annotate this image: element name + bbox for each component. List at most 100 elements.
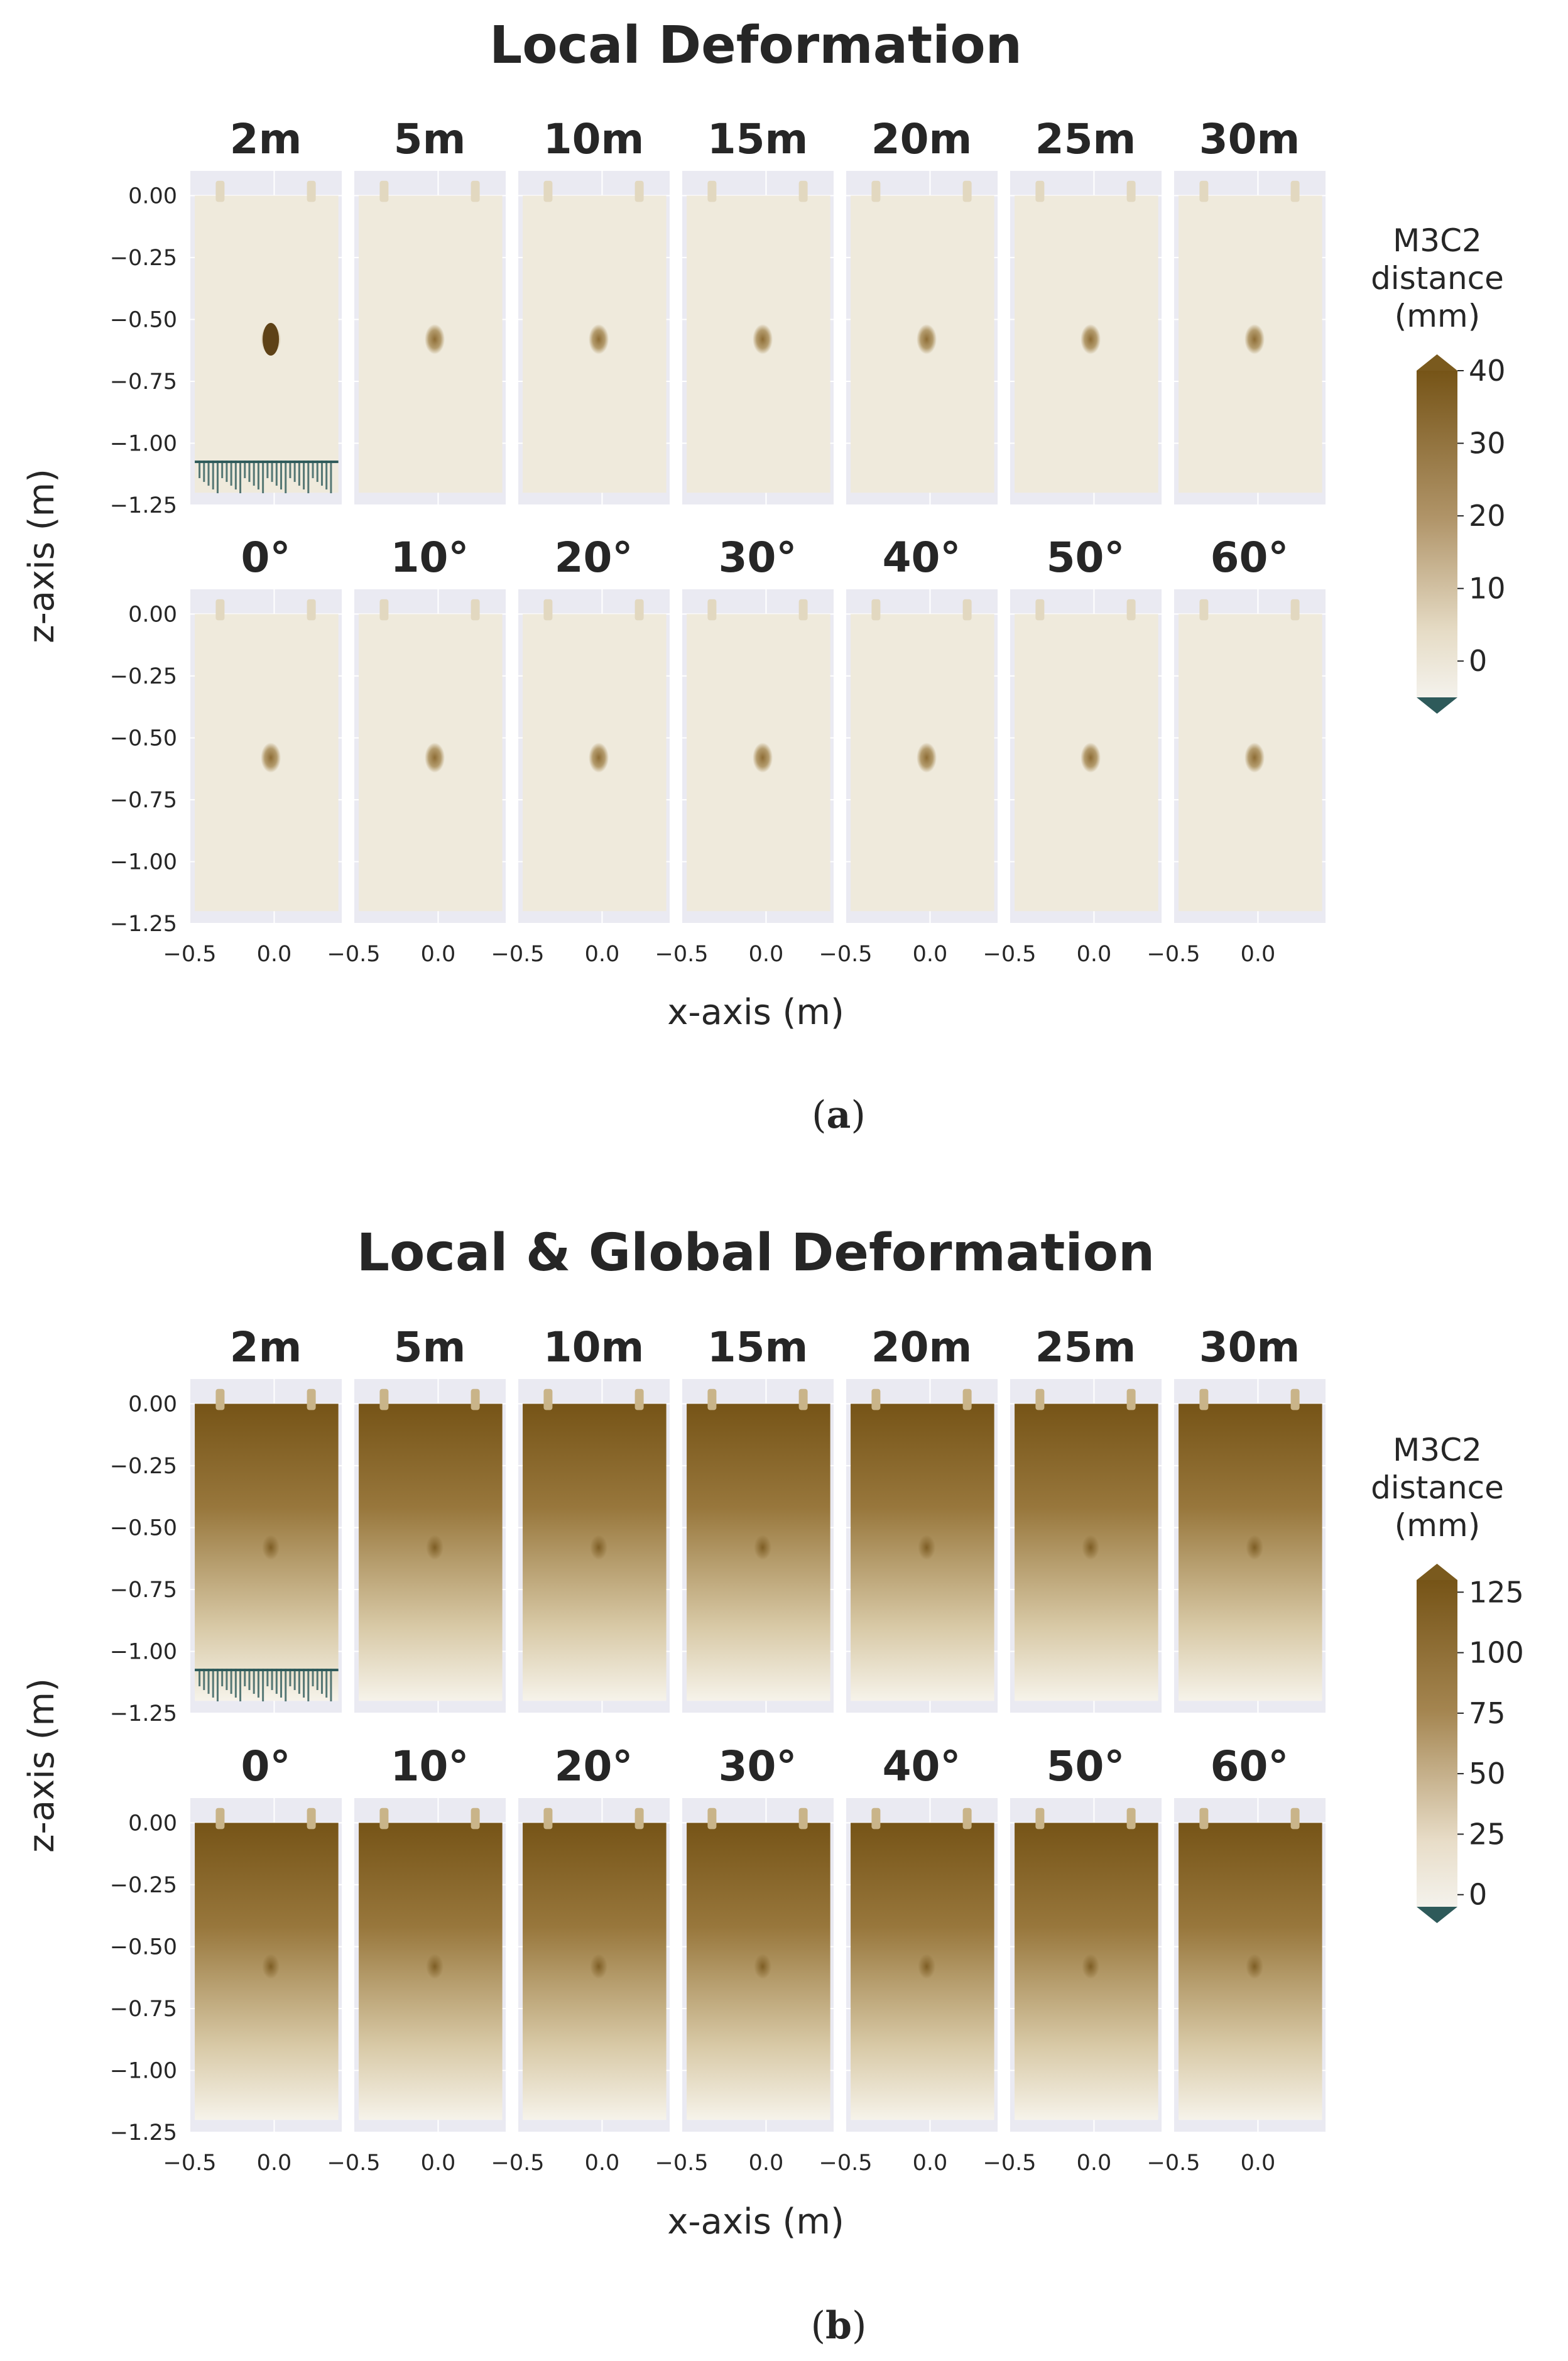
mount-bracket xyxy=(1199,180,1209,202)
subplot-title: 0° xyxy=(241,1742,291,1791)
mount-bracket xyxy=(543,180,553,202)
subplot-grid-a: 2m 0.00 −0.25 −0.50 −0.75 −1.00 −1.25 5m 10m 15m 2… xyxy=(110,115,1326,967)
x-tick-label: 0.0 xyxy=(1241,2151,1276,2176)
x-tick-label: −0.5 xyxy=(491,942,545,967)
noise-band xyxy=(244,1669,246,1687)
subplot-title: 50° xyxy=(1047,1742,1125,1791)
noise-band xyxy=(226,461,228,483)
noise-band xyxy=(216,1669,219,1702)
subplot-a-1-6: 60° −0.5 0.0 xyxy=(1147,533,1326,967)
mount-bracket xyxy=(307,1808,316,1829)
noise-band xyxy=(199,461,201,479)
subplot-a-1-5: 50° −0.5 0.0 xyxy=(983,533,1162,967)
noise-band xyxy=(330,461,332,494)
mount-bracket xyxy=(307,1388,316,1410)
deformation-spot xyxy=(426,1953,444,1979)
colorbar-extend-max xyxy=(1417,354,1457,371)
subplot-a-1-1: 10° −0.5 0.0 xyxy=(327,533,506,967)
mount-bracket xyxy=(798,1388,808,1410)
x-tick-label: 0.0 xyxy=(585,2151,620,2176)
noise-band xyxy=(303,461,305,490)
deformation-spot xyxy=(262,1534,280,1560)
colorbar-tick-label: 20 xyxy=(1469,499,1506,533)
noise-band xyxy=(271,1669,273,1691)
x-tick-label: 0.0 xyxy=(421,942,456,967)
deformation-spot xyxy=(590,1953,608,1979)
noise-band xyxy=(266,461,269,479)
mount-bracket xyxy=(634,599,644,621)
deformation-spot xyxy=(754,1953,772,1979)
deformation-spot xyxy=(590,1534,608,1560)
subplot-b-1-2: 20° −0.5 0.0 xyxy=(491,1742,670,2176)
noise-band xyxy=(230,461,232,486)
mount-bracket xyxy=(1035,1388,1045,1410)
y-axis-label-a: z-axis (m) xyxy=(21,469,62,643)
mount-bracket xyxy=(1290,1808,1300,1829)
mount-bracket xyxy=(962,1388,972,1410)
colorbar-title: (mm) xyxy=(1395,298,1480,334)
subplot-a-1-2: 20° −0.5 0.0 xyxy=(491,533,670,967)
y-tick-label: −0.75 xyxy=(110,1997,177,2022)
noise-band xyxy=(216,461,219,494)
x-tick-label: −0.5 xyxy=(327,2151,381,2176)
mount-bracket xyxy=(1126,1808,1136,1829)
mount-bracket xyxy=(962,1808,972,1829)
x-tick-label: 0.0 xyxy=(1077,2151,1112,2176)
mount-bracket xyxy=(1126,1388,1136,1410)
mount-bracket xyxy=(798,180,808,202)
mount-bracket xyxy=(1199,1388,1209,1410)
mount-bracket xyxy=(471,1388,480,1410)
colorbar-tick-label: 75 xyxy=(1469,1696,1506,1730)
y-tick-label: −0.75 xyxy=(110,369,177,395)
subplot-title: 40° xyxy=(883,533,961,582)
y-tick-label: 0.00 xyxy=(128,1392,177,1417)
x-tick-label: −0.5 xyxy=(1147,2151,1200,2176)
panel-local-deformation: Local Deformation z-axis (m) x-axis (m) … xyxy=(21,16,1506,1137)
deformation-spot xyxy=(1081,742,1101,773)
mount-bracket xyxy=(543,1388,553,1410)
deformation-spot xyxy=(261,742,281,773)
subplot-title: 30m xyxy=(1199,115,1300,163)
y-tick-label: −0.50 xyxy=(110,726,177,751)
mount-bracket xyxy=(871,1388,881,1410)
noise-band xyxy=(325,461,328,490)
deformation-spot xyxy=(1246,1534,1264,1560)
mount-bracket xyxy=(1290,599,1300,621)
colorbar-tick-label: 0 xyxy=(1469,644,1487,678)
mount-bracket xyxy=(871,180,881,202)
mount-bracket xyxy=(871,599,881,621)
subplot-b-0-1: 5m xyxy=(353,1323,506,1714)
x-tick-label: 0.0 xyxy=(421,2151,456,2176)
noise-band xyxy=(285,1669,287,1702)
y-tick-label: −0.50 xyxy=(110,1515,177,1540)
colorbar-bar xyxy=(1417,371,1457,697)
y-tick-label: −1.25 xyxy=(110,1701,177,1726)
x-tick-label: 0.0 xyxy=(1241,942,1276,967)
subplot-title: 25m xyxy=(1035,115,1136,163)
mount-bracket xyxy=(634,180,644,202)
noise-band xyxy=(320,461,323,486)
colorbar-extend-max xyxy=(1417,1564,1457,1580)
colorbar-tick-label: 25 xyxy=(1469,1817,1506,1851)
noise-band xyxy=(221,461,224,479)
subplot-title: 20m xyxy=(871,1323,972,1371)
mount-bracket xyxy=(307,599,316,621)
deformation-spot xyxy=(1081,324,1101,354)
colorbar-tick-label: 10 xyxy=(1469,572,1506,606)
colorbar-title: M3C2 xyxy=(1393,1432,1482,1468)
subplot-a-0-1: 5m xyxy=(353,115,506,506)
subplot-title: 10m xyxy=(543,115,645,163)
mount-bracket xyxy=(379,1808,389,1829)
mount-bracket xyxy=(634,1808,644,1829)
subplot-a-1-4: 40° −0.5 0.0 xyxy=(819,533,998,967)
deformation-spot xyxy=(425,324,445,354)
noise-band xyxy=(248,461,251,483)
noise-band xyxy=(212,461,214,490)
noise-band xyxy=(248,1669,251,1691)
x-tick-label: 0.0 xyxy=(257,942,292,967)
subplot-b-1-4: 40° −0.5 0.0 xyxy=(819,1742,998,2176)
mount-bracket xyxy=(379,1388,389,1410)
mount-bracket xyxy=(471,1808,480,1829)
